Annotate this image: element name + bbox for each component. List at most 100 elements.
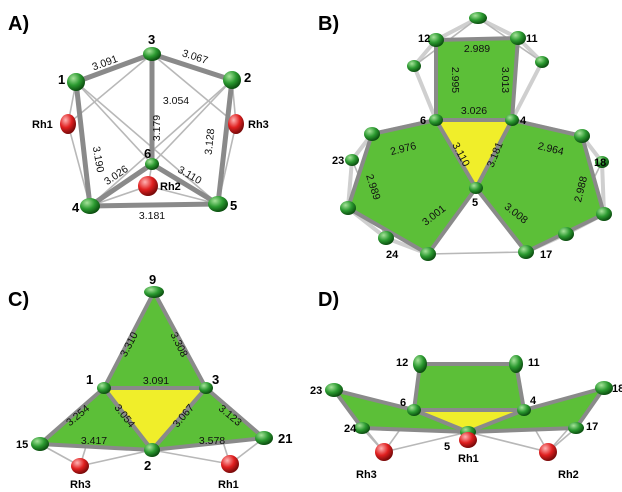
- rh-label: Rh3: [70, 479, 91, 491]
- carbon-atom: [31, 437, 49, 451]
- atom-label: 3: [148, 32, 155, 47]
- carbon-atom: [378, 231, 394, 245]
- dist-a-1-6: 3.179: [151, 115, 163, 141]
- carbon-atom: [413, 355, 427, 373]
- carbon-atom: [67, 73, 85, 91]
- panel-a-thick-bonds: [73, 51, 235, 209]
- rhodium-atom: [539, 443, 557, 461]
- atom-label: 23: [332, 155, 344, 167]
- carbon-atom: [97, 382, 111, 394]
- dist-a-1-4: 3.190: [90, 145, 106, 173]
- atom-label: 4: [72, 200, 80, 215]
- atom-label: 17: [586, 421, 598, 433]
- atom-label: 17: [540, 249, 552, 261]
- carbon-atom: [428, 33, 444, 47]
- rhodium-atom: [459, 432, 477, 448]
- carbon-atom: [223, 71, 241, 89]
- atom-label: 3: [212, 372, 219, 387]
- carbon-atom: [505, 114, 519, 126]
- atom-label: 15: [16, 439, 28, 451]
- atom-label: 6: [144, 146, 151, 161]
- carbon-atom: [469, 182, 483, 194]
- dist-a-3-6: 3.054: [163, 95, 189, 107]
- carbon-atom: [558, 227, 574, 241]
- dist-c: 3.578: [199, 435, 225, 447]
- yellow-face: [412, 408, 526, 434]
- carbon-atom: [325, 383, 343, 397]
- green-face: [412, 362, 526, 412]
- dist-b: 3.026: [461, 105, 487, 117]
- carbon-atom: [595, 156, 609, 168]
- atom-label: 9: [149, 272, 156, 287]
- rh-label: Rh3: [248, 119, 269, 131]
- carbon-atom: [595, 381, 613, 395]
- dist-b: 2.989: [464, 43, 490, 55]
- carbon-atom: [407, 404, 421, 416]
- carbon-atom: [255, 431, 273, 445]
- dist-c: 3.417: [81, 435, 107, 447]
- carbon-atom: [80, 198, 100, 214]
- carbon-atom: [144, 443, 160, 457]
- rhodium-atom: [221, 455, 239, 473]
- carbon-atom: [517, 404, 531, 416]
- dist-b: 2.995: [449, 67, 461, 93]
- atom-label: 1: [86, 372, 93, 387]
- dist-c: 3.091: [143, 375, 169, 387]
- rhodium-atom: [60, 114, 76, 134]
- panel-d-label: D): [318, 289, 339, 311]
- panel-a-thin-bonds: [67, 53, 237, 207]
- carbon-atom: [145, 158, 159, 170]
- dist-b: 3.013: [499, 67, 511, 93]
- atom-label: 24: [386, 249, 399, 261]
- carbon-atom: [199, 382, 213, 394]
- atom-label: 5: [444, 441, 450, 453]
- carbon-atom: [143, 47, 161, 61]
- carbon-atom: [345, 154, 359, 166]
- yellow-face: [102, 386, 208, 452]
- atom-label: 6: [420, 115, 426, 127]
- carbon-atom: [208, 196, 228, 212]
- atom-label: 4: [530, 395, 537, 407]
- carbon-atom: [509, 355, 523, 373]
- atom-label: 5: [472, 197, 478, 209]
- yellow-face: [434, 118, 514, 190]
- carbon-atom: [429, 114, 443, 126]
- atom-label: 1: [58, 72, 65, 87]
- atom-label: 18: [612, 383, 622, 395]
- carbon-atom: [420, 247, 436, 261]
- atom-label: 6: [400, 397, 406, 409]
- atom-label: 24: [344, 423, 357, 435]
- atom-label: 23: [310, 385, 322, 397]
- carbon-atom: [568, 422, 584, 434]
- panel-d: D) 12 11: [310, 289, 622, 481]
- carbon-atom: [574, 129, 590, 143]
- carbon-atom: [535, 56, 549, 68]
- rh-label: Rh1: [32, 119, 53, 131]
- panel-b-label: B): [318, 13, 339, 35]
- carbon-atom: [354, 422, 370, 434]
- atom-label: 11: [528, 357, 540, 369]
- atom-label: 21: [278, 431, 292, 446]
- rhodium-atom: [228, 114, 244, 134]
- rh-label: Rh1: [458, 453, 479, 465]
- atom-label: 4: [520, 115, 527, 127]
- carbon-atom: [469, 12, 487, 24]
- atom-label: 12: [418, 33, 430, 45]
- carbon-atom: [407, 60, 421, 72]
- panel-a-label: A): [8, 13, 29, 35]
- rh-label: Rh2: [160, 181, 181, 193]
- carbon-atom: [340, 201, 356, 215]
- panel-c-label: C): [8, 289, 29, 311]
- rh-label: Rh3: [356, 469, 377, 481]
- green-face: [102, 290, 208, 390]
- rh-label: Rh1: [218, 479, 239, 491]
- panel-c: C) 3.310 3.308 3.091 3.254 3.054 3.417 3…: [8, 272, 292, 491]
- carbon-atom: [144, 286, 164, 298]
- dist-a-2-5: 3.128: [203, 128, 218, 156]
- rh-label: Rh2: [558, 469, 579, 481]
- atom-label: 18: [594, 157, 606, 169]
- atom-label: 2: [244, 70, 251, 85]
- carbon-atom: [518, 245, 534, 259]
- panel-b: B): [318, 12, 612, 261]
